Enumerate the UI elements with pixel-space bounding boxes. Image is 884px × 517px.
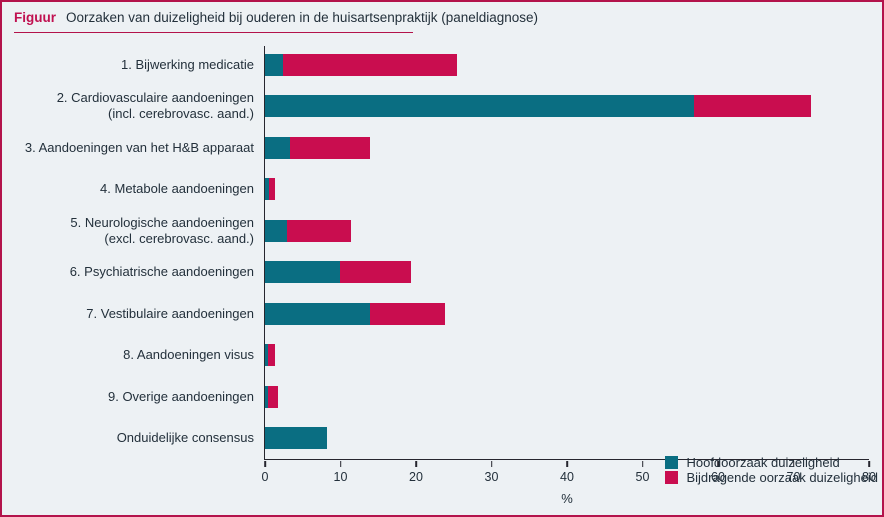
- category-label: Onduidelijke consensus: [116, 430, 254, 446]
- category-label: 8. Aandoeningen visus: [123, 347, 254, 363]
- main-cause-swatch-icon: [665, 455, 679, 469]
- chart-row: 1. Bijwerking medicatie: [14, 44, 868, 86]
- chart-row: 6. Psychiatrische aandoeningen: [14, 252, 868, 294]
- category-label: 2. Cardiovasculaire aandoeningen (incl. …: [56, 90, 254, 122]
- chart-row: 2. Cardiovasculaire aandoeningen (incl. …: [14, 86, 868, 128]
- chart-row: 3. Aandoeningen van het H&B apparaat: [14, 127, 868, 169]
- chart-row: 4. Metabole aandoeningen: [14, 169, 868, 211]
- chart-row: 8. Aandoeningen visus: [14, 335, 868, 377]
- chart-row: 5. Neurologische aandoeningen (excl. cer…: [14, 210, 868, 252]
- bar-segment-contributing-cause: [694, 95, 812, 118]
- bar-track: [264, 302, 868, 325]
- bar-track: [264, 344, 868, 367]
- bar-segment-main-cause: [264, 385, 268, 408]
- bar-track: [264, 385, 868, 408]
- contributing-cause-swatch-icon: [665, 470, 679, 484]
- axis-tick: [339, 460, 342, 467]
- bar-rows: 1. Bijwerking medicatie 2. Cardiovasculai…: [14, 44, 868, 459]
- bar-track: [264, 136, 868, 159]
- legend-label-contributing-cause: Bijdragende oorzaak duizeligheid: [686, 469, 878, 485]
- axis-tick-label: 40: [560, 470, 574, 484]
- axis-tick-label: 0: [261, 470, 269, 484]
- category-label: 4. Metabole aandoeningen: [100, 181, 254, 197]
- axis-tick: [415, 460, 417, 467]
- bar-segment-main-cause: [264, 302, 370, 325]
- x-axis-title: %: [561, 491, 573, 506]
- bar-segment-main-cause: [264, 261, 340, 284]
- category-label: 3. Aandoeningen van het H&B apparaat: [24, 139, 254, 155]
- bar-segment-contributing-cause: [269, 178, 275, 201]
- bar-segment-contributing-cause: [282, 53, 457, 76]
- bar-segment-contributing-cause: [267, 385, 279, 408]
- legend-item-main-cause: Hoofdoorzaak duizeligheid: [665, 454, 878, 470]
- legend-item-contributing-cause: Bijdragende oorzaak duizeligheid: [665, 469, 878, 485]
- axis-tick-label: 20: [409, 470, 423, 484]
- bar-segment-contributing-cause: [267, 344, 275, 367]
- category-label: 7. Vestibulaire aandoeningen: [86, 305, 254, 321]
- bar-segment-main-cause: [264, 344, 268, 367]
- bar-track: [264, 53, 868, 76]
- category-label: 5. Neurologische aandoeningen (excl. cer…: [70, 214, 254, 246]
- chart-row: Onduidelijke consensus: [14, 418, 868, 460]
- bar-track: [264, 261, 868, 284]
- axis-tick: [566, 460, 568, 467]
- bar-segment-contributing-cause: [286, 219, 351, 242]
- title-underline: [14, 32, 413, 33]
- figure-label: Figuur: [14, 10, 56, 25]
- bar-segment-contributing-cause: [290, 136, 370, 159]
- bar-segment-main-cause: [264, 427, 327, 450]
- axis-tick: [641, 460, 644, 467]
- bar-track: [264, 219, 868, 242]
- bar-track: [264, 427, 868, 450]
- axis-tick: [264, 460, 266, 467]
- bar-segment-main-cause: [264, 53, 283, 76]
- axis-tick-label: 50: [635, 470, 650, 484]
- bar-segment-main-cause: [264, 219, 287, 242]
- axis-tick: [490, 460, 493, 467]
- bar-segment-contributing-cause: [339, 261, 412, 284]
- figure-header: Figuur Oorzaken van duizeligheid bij oude…: [14, 10, 538, 26]
- axis-tick-label: 10: [333, 470, 348, 484]
- bar-segment-main-cause: [264, 95, 695, 118]
- axis-tick-label: 30: [484, 470, 499, 484]
- chart-row: 7. Vestibulaire aandoeningen: [14, 293, 868, 335]
- bar-segment-main-cause: [264, 136, 291, 159]
- category-label: 9. Overige aandoeningen: [107, 388, 254, 404]
- category-label: 6. Psychiatrische aandoeningen: [69, 264, 254, 280]
- legend-label-main-cause: Hoofdoorzaak duizeligheid: [686, 454, 840, 470]
- bar-segment-contributing-cause: [369, 302, 446, 325]
- bar-track: [264, 178, 868, 201]
- legend: Hoofdoorzaak duizeligheid Bijdragende oo…: [665, 454, 878, 485]
- category-label: 1. Bijwerking medicatie: [121, 56, 254, 72]
- chart-row: 9. Overige aandoeningen: [14, 376, 868, 418]
- figure-title: Oorzaken van duizeligheid bij ouderen in…: [66, 10, 539, 25]
- bar-segment-main-cause: [264, 178, 270, 201]
- bar-track: [264, 95, 868, 118]
